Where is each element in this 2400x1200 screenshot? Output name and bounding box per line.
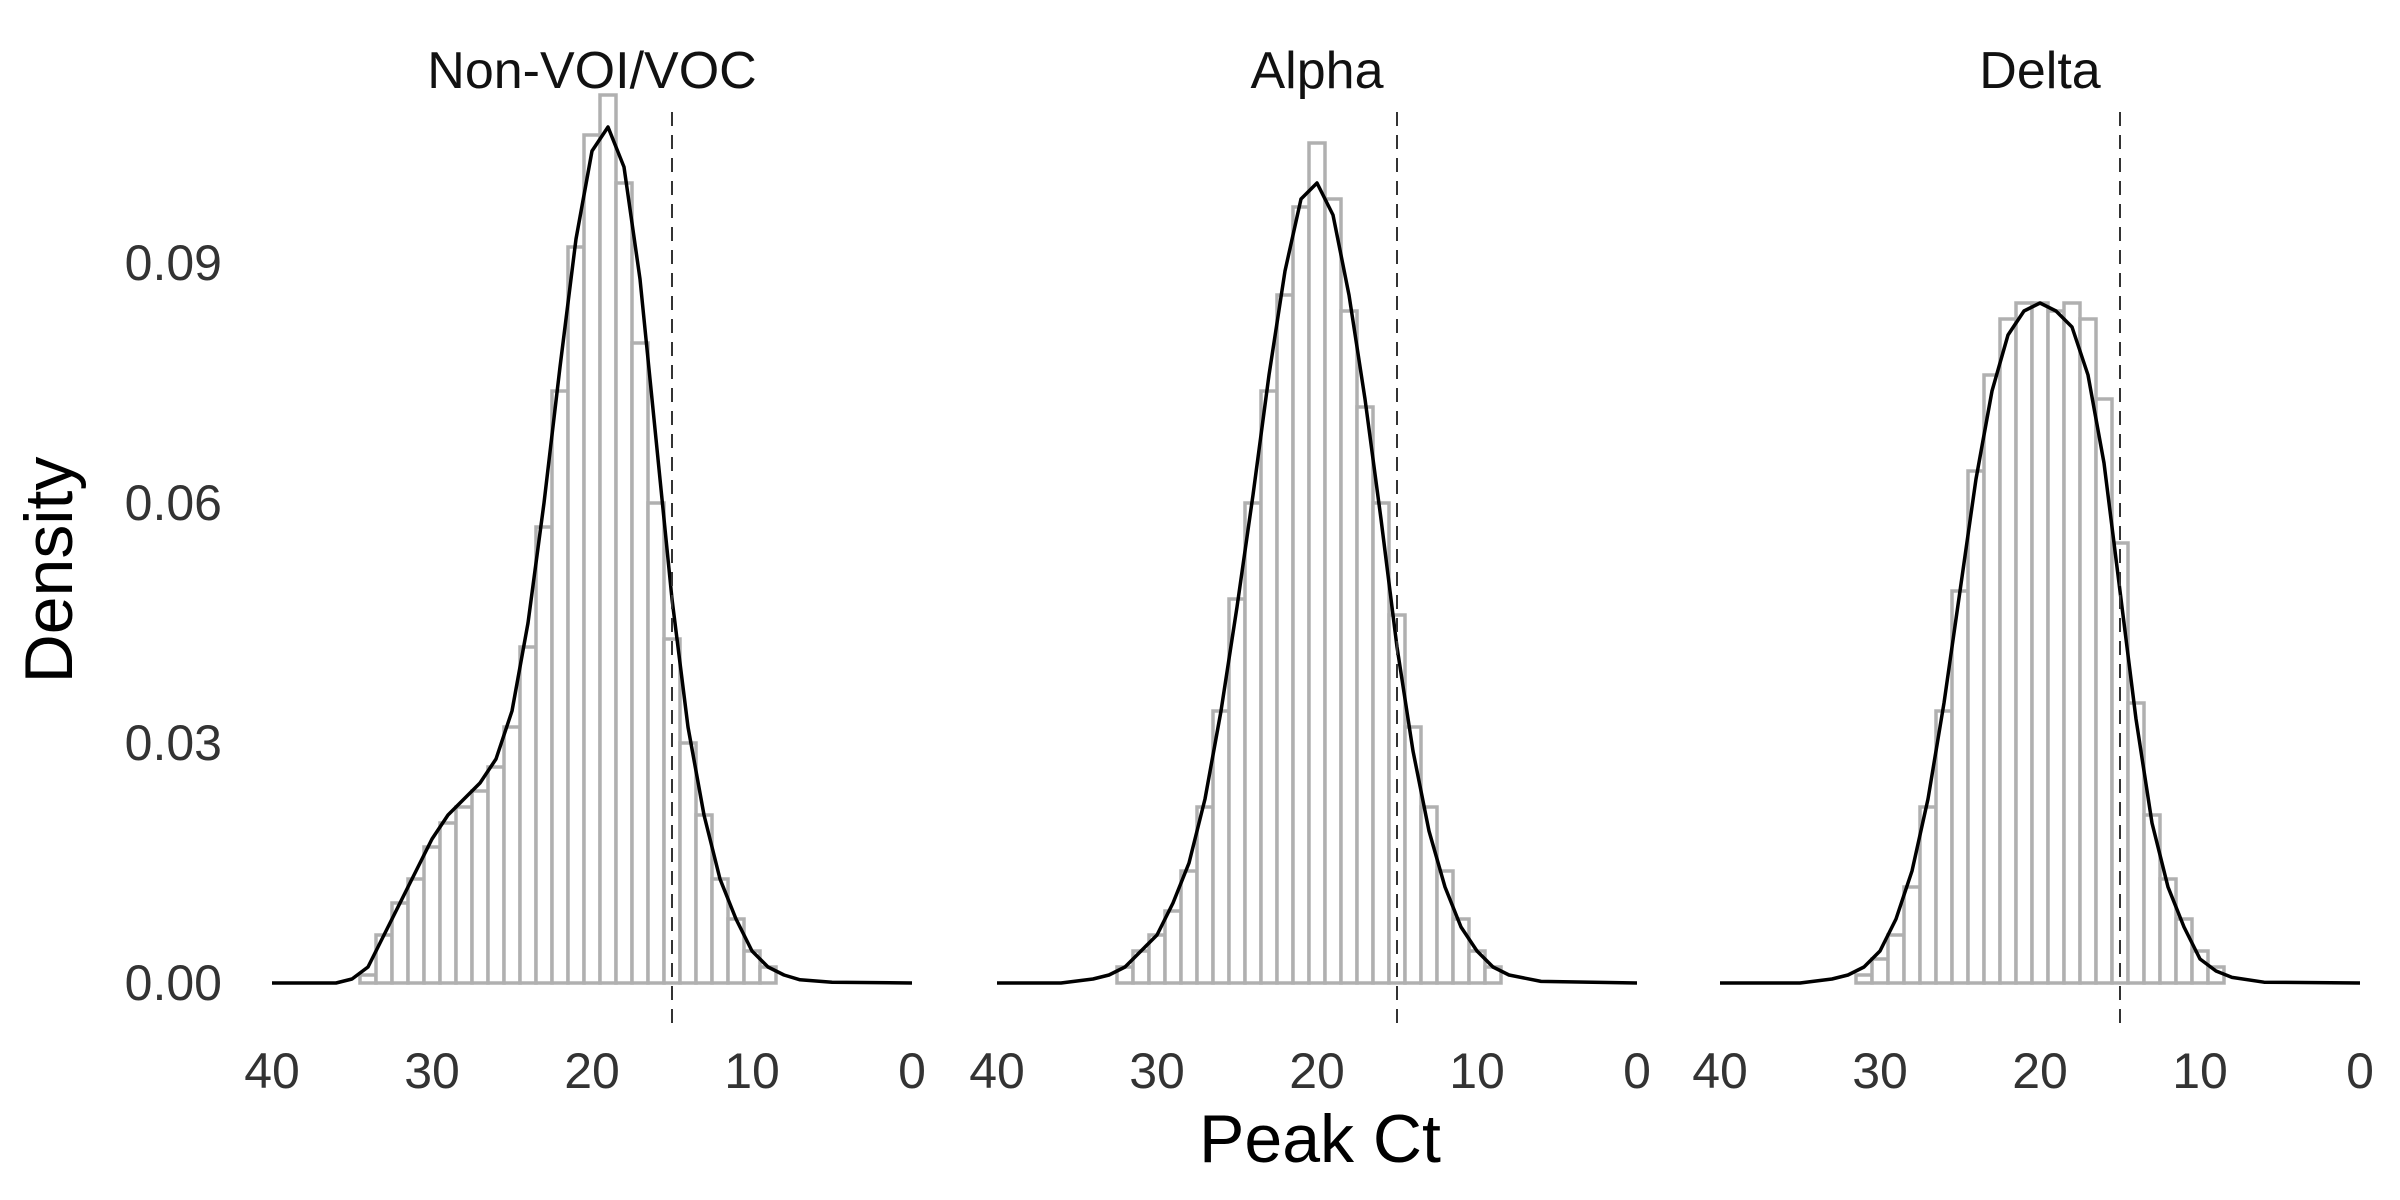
- histogram-bar: [2014, 301, 2034, 985]
- histogram-bar: [614, 181, 634, 985]
- histogram-bar: [646, 501, 666, 985]
- histogram-bar: [1998, 317, 2018, 985]
- x-tick-label: 40: [969, 1043, 1025, 1099]
- histogram-bar: [1355, 405, 1375, 985]
- x-tick-label: 10: [1449, 1043, 1505, 1099]
- facet-panel: Non-VOI/VOC 40 30 20 10 0: [244, 42, 926, 1099]
- histogram-bar: [1323, 197, 1343, 985]
- histogram-bar: [1291, 205, 1311, 985]
- facet-title: Non-VOI/VOC: [427, 42, 756, 100]
- histogram-bar: [1982, 373, 2002, 985]
- facet-title: Alpha: [1251, 42, 1384, 100]
- histogram-bar: [438, 821, 458, 985]
- y-tick-label: 0.09: [125, 235, 222, 291]
- x-tick-label: 20: [1289, 1043, 1345, 1099]
- histogram-bar: [486, 765, 506, 985]
- histogram-bar: [454, 805, 474, 985]
- histogram-bar: [582, 133, 602, 985]
- histogram-bar: [678, 741, 698, 985]
- histogram-bar: [1339, 309, 1359, 985]
- histogram-bar: [518, 645, 538, 985]
- facet-title: Delta: [1979, 42, 2100, 100]
- y-axis-ticks: 0.00 0.03 0.06 0.09: [125, 235, 222, 1011]
- histogram-bar: [598, 93, 618, 985]
- x-tick-label: 30: [1129, 1043, 1185, 1099]
- facet-panel: Delta 40 30 20 10 0: [1692, 42, 2374, 1099]
- x-tick-label: 10: [2172, 1043, 2228, 1099]
- histogram-bar: [1307, 141, 1327, 985]
- x-tick-label: 0: [898, 1043, 926, 1099]
- histogram-bar: [1163, 909, 1183, 985]
- histogram-bar: [2158, 877, 2178, 985]
- histogram-bar: [374, 933, 394, 985]
- histogram-bar: [1886, 933, 1906, 985]
- facet-panels: Non-VOI/VOC 40 30 20 10 0 Alpha 40 30 20 10 0 Delta 4…: [244, 42, 2374, 1099]
- histogram-bar: [566, 245, 586, 985]
- density-curve: [997, 181, 1638, 985]
- histogram-bar: [2078, 317, 2098, 985]
- histogram-bar: [550, 389, 570, 985]
- histogram-bar: [1870, 957, 1890, 985]
- x-tick-label: 30: [1852, 1043, 1908, 1099]
- density-curve: [1720, 301, 2361, 985]
- histogram-bar: [1403, 725, 1423, 985]
- histogram-bar: [1195, 805, 1215, 985]
- histogram-bar: [1227, 597, 1247, 985]
- histogram-bar: [1211, 709, 1231, 985]
- histogram-bar: [2062, 301, 2082, 985]
- y-tick-label: 0.00: [125, 955, 222, 1011]
- histogram-bar: [1179, 869, 1199, 985]
- x-tick-label: 10: [724, 1043, 780, 1099]
- histogram-bar: [470, 789, 490, 985]
- x-axis-title: Peak Ct: [1199, 1101, 1441, 1177]
- histogram-bar: [1243, 501, 1263, 985]
- y-axis-title: Density: [11, 457, 87, 684]
- x-tick-label: 20: [2012, 1043, 2068, 1099]
- y-tick-label: 0.03: [125, 715, 222, 771]
- histogram-bar: [1275, 293, 1295, 985]
- histogram-bar: [1854, 973, 1874, 985]
- density-curve: [272, 125, 913, 985]
- histogram-bar: [406, 877, 426, 985]
- histogram-bar: [502, 725, 522, 985]
- histogram-bar: [1259, 389, 1279, 985]
- histogram-bar: [2046, 309, 2066, 985]
- histogram-bar: [1966, 469, 1986, 985]
- histogram-bar: [1950, 589, 1970, 985]
- histogram-bar: [1902, 885, 1922, 985]
- facet-panel: Alpha 40 30 20 10 0: [969, 42, 1651, 1099]
- histogram-bar: [1934, 709, 1954, 985]
- x-tick-label: 40: [1692, 1043, 1748, 1099]
- x-tick-label: 20: [564, 1043, 620, 1099]
- histogram-bar: [2030, 301, 2050, 985]
- y-tick-label: 0.06: [125, 475, 222, 531]
- histogram-bar: [358, 973, 378, 985]
- x-tick-label: 0: [2346, 1043, 2374, 1099]
- x-tick-label: 30: [404, 1043, 460, 1099]
- histogram-bar: [630, 341, 650, 985]
- histogram-bar: [2094, 397, 2114, 985]
- histogram-bar: [534, 525, 554, 985]
- histogram-bar: [422, 845, 442, 985]
- x-tick-label: 0: [1623, 1043, 1651, 1099]
- histogram-bar: [1918, 805, 1938, 985]
- x-tick-label: 40: [244, 1043, 300, 1099]
